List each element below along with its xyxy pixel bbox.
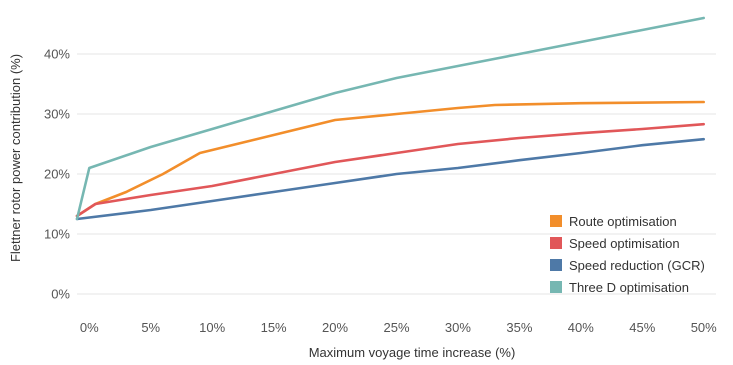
legend-label-speed-reduction-gcr: Speed reduction (GCR)	[569, 258, 705, 273]
legend: Route optimisation Speed optimisation Spee…	[550, 214, 705, 295]
x-tick-label: 0%	[80, 320, 99, 335]
x-tick-label: 15%	[261, 320, 287, 335]
x-tick-label: 10%	[199, 320, 225, 335]
legend-label-speed-optimisation: Speed optimisation	[569, 236, 680, 251]
series-line-route-optimisation	[75, 100, 706, 218]
x-tick-label: 35%	[506, 320, 532, 335]
y-tick-label: 40%	[44, 47, 70, 62]
legend-swatch-speed-optimisation	[550, 237, 562, 249]
x-tick-label: 30%	[445, 320, 471, 335]
legend-swatch-three-d-optimisation	[550, 281, 562, 293]
series-line-speed-reduction-gcr	[75, 137, 706, 221]
y-tick-label: 20%	[44, 167, 70, 182]
x-tick-label: 40%	[568, 320, 594, 335]
x-tick-label: 45%	[629, 320, 655, 335]
x-tick-label: 50%	[691, 320, 717, 335]
x-axis-label: Maximum voyage time increase (%)	[309, 345, 516, 360]
y-tick-label: 10%	[44, 227, 70, 242]
series-line-speed-optimisation	[75, 122, 706, 218]
x-axis-ticks: 0% 5% 10% 15% 20% 25% 30% 35% 40% 45% 50%	[80, 320, 717, 335]
y-tick-label: 30%	[44, 107, 70, 122]
x-tick-label: 20%	[322, 320, 348, 335]
series-lines	[75, 16, 706, 221]
y-axis-ticks: 0% 10% 20% 30% 40%	[44, 47, 70, 302]
legend-label-route-optimisation: Route optimisation	[569, 214, 677, 229]
legend-label-three-d-optimisation: Three D optimisation	[569, 280, 689, 295]
legend-swatch-speed-reduction-gcr	[550, 259, 562, 271]
y-tick-label: 0%	[51, 287, 70, 302]
x-tick-label: 25%	[383, 320, 409, 335]
series-line-three-d-optimisation	[75, 16, 706, 221]
legend-swatch-route-optimisation	[550, 215, 562, 227]
y-axis-label: Flettner rotor power contribution (%)	[8, 54, 23, 262]
x-tick-label: 5%	[141, 320, 160, 335]
